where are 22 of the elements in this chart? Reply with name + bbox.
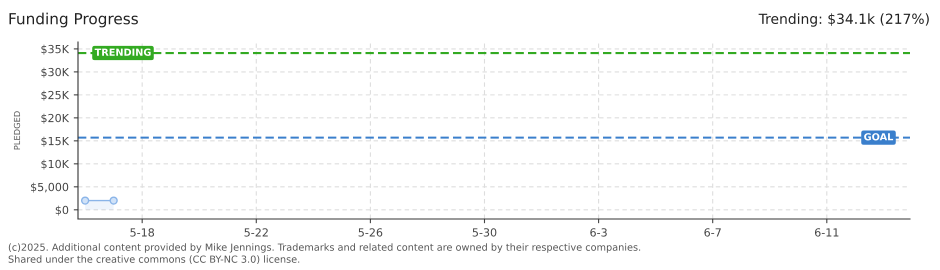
x-tick-label: 5-22 — [244, 228, 268, 237]
text: Trending: $34.1k (217%) — [758, 13, 929, 27]
x-tick-label: 6-7 — [704, 228, 721, 237]
y-tick-label: $25K — [41, 90, 70, 101]
text: Shared under the creative commons (CC BY-NC 3.0) license. — [8, 255, 300, 264]
chart-title: Funding Progress — [10, 12, 138, 28]
x-tick-label: 6-11 — [814, 228, 838, 237]
x-tick-label: 6-3 — [590, 228, 607, 237]
y-tick-label: $35K — [41, 44, 70, 55]
y-tick-label: $0 — [56, 206, 68, 216]
y-tick-label: $15K — [41, 136, 70, 147]
y-axis-title: PLEDGED — [14, 111, 20, 150]
x-tick-label: 5-30 — [472, 228, 496, 237]
ref-line-label: GOAL — [864, 133, 894, 140]
x-tick-label: 5-18 — [130, 228, 154, 237]
y-tick-label: $5,000 — [31, 182, 68, 193]
text: (c)2025. Additional content provided by Mike Jennings. Trademarks and related content are owned by their respective companies. — [8, 243, 640, 253]
ref-line-label: TRENDING — [94, 48, 151, 56]
x-tick-label: 5-26 — [358, 228, 382, 237]
y-tick-label: $30K — [41, 68, 70, 78]
y-tick-label: $10K — [41, 160, 70, 170]
y-tick-label: $20K — [41, 114, 70, 124]
